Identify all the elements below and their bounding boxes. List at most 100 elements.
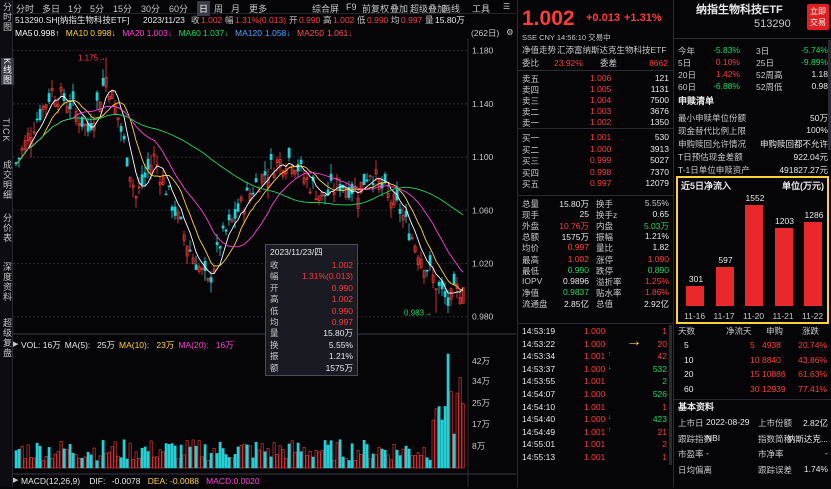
side-tab-0[interactable]: 分时图: [2, 2, 12, 32]
volume-bar: [389, 459, 393, 469]
period-tab-10[interactable]: 更多: [249, 4, 268, 14]
candle-body: [20, 148, 24, 151]
perf-value-a: 0.10%: [715, 57, 740, 67]
candle-body: [98, 101, 102, 113]
period-tab-4[interactable]: 15分: [113, 4, 133, 14]
trade-now-button[interactable]: 立即交易: [807, 4, 829, 30]
volume-bar: [218, 441, 222, 469]
tool-4[interactable]: 超级叠加: [410, 4, 447, 14]
info-label-3: 高: [323, 15, 332, 25]
candle-body: [374, 169, 378, 175]
candle-body: [158, 181, 162, 186]
side-tab-5[interactable]: 深度资料: [2, 262, 12, 302]
bid-row[interactable]: 买五 0.997 12079: [518, 177, 673, 189]
info-label-0: 收: [191, 15, 200, 25]
side-tab-4[interactable]: 分价表: [2, 213, 12, 243]
apply-label: 最小申赎单位份额: [678, 113, 747, 123]
tool-1[interactable]: F9: [346, 2, 357, 12]
candle-body: [293, 170, 297, 175]
volume-bar: [20, 445, 24, 469]
tool-6[interactable]: 工具: [472, 4, 491, 14]
fund-code: 513290: [754, 18, 791, 30]
ask-row[interactable]: 卖四 1.005 1131: [518, 83, 673, 95]
bid-price: 0.999: [590, 155, 612, 165]
volume-bar: [95, 460, 99, 469]
period-tab-7[interactable]: 日: [197, 1, 211, 16]
period-tab-6[interactable]: 60分: [169, 4, 189, 14]
ask-row[interactable]: 卖三 1.004 7500: [518, 94, 673, 106]
period-tab-2[interactable]: 1分: [68, 4, 83, 14]
volume-bar: [413, 455, 417, 469]
side-tab-1[interactable]: K线图: [1, 58, 14, 86]
tool-5[interactable]: 画线: [442, 4, 461, 14]
volume-bar: [428, 459, 432, 469]
volume-bar: [29, 457, 33, 469]
vol-value-0: 16万: [42, 340, 61, 350]
vol-tick-2: 25万: [472, 398, 490, 408]
ask-row[interactable]: 卖一 1.002 1350: [518, 116, 673, 128]
basic-value-b: 2.82亿: [802, 418, 828, 428]
period-tab-9[interactable]: 月: [231, 4, 241, 14]
candle-body: [350, 183, 354, 194]
candle-body: [68, 102, 72, 110]
stat-value-a: 2.85亿: [563, 298, 589, 309]
period-tab-1[interactable]: 多日: [42, 4, 61, 14]
volume-bar: [419, 454, 423, 469]
scrollbar[interactable]: [669, 325, 672, 465]
candle-body: [47, 93, 51, 102]
candle-body: [443, 291, 447, 298]
webi-value: 23.92%: [554, 58, 583, 68]
volume-bar: [110, 446, 114, 469]
far-scrollbar[interactable]: [828, 40, 831, 150]
period-tab-3[interactable]: 5分: [90, 4, 105, 14]
stat-value-a: 0.990: [567, 264, 589, 275]
stat-label-b: 换手z: [596, 210, 618, 221]
candle-body: [71, 91, 75, 100]
vol-legend-icon: ▶: [13, 341, 19, 348]
volume-bar: [65, 449, 69, 469]
tool-2[interactable]: 前复权: [362, 4, 390, 14]
kline-chart[interactable]: 1.180 1.140 1.100 1.060 1.020 0.980 1.175→ 0.98…: [13, 38, 516, 487]
candle-body: [164, 193, 168, 196]
y-tick-2: 1.100: [472, 152, 494, 162]
tick-up-icon: ↑: [608, 351, 612, 359]
tick-time: 14:55:01: [522, 439, 556, 450]
tool-0[interactable]: 综合屏: [312, 4, 340, 14]
candle-body: [185, 245, 189, 257]
candle-body: [209, 277, 213, 283]
side-tab-3[interactable]: 成交明细: [2, 160, 12, 200]
period-tab-0[interactable]: 分时: [16, 4, 35, 14]
bid-row[interactable]: 买二 1.000 3913: [518, 143, 673, 155]
ask-volume: 1131: [650, 84, 669, 94]
side-tab-2[interactable]: TICK: [1, 118, 11, 143]
volume-bar: [56, 451, 60, 469]
candle-body: [299, 159, 303, 165]
bid-row[interactable]: 买四 0.998 7370: [518, 166, 673, 178]
tick-volume: 532: [652, 363, 667, 374]
candle-body: [134, 196, 138, 199]
bid-volume: 3913: [650, 143, 669, 154]
candle-body: [275, 159, 279, 163]
bid-row[interactable]: 买三 0.999 5027: [518, 154, 673, 166]
stat-row: 均价 0.997 量比 1.82: [518, 241, 673, 253]
volume-bar: [161, 451, 165, 469]
bar-count[interactable]: (262日): [471, 28, 500, 38]
ask-row[interactable]: 卖二 1.003 3676: [518, 105, 673, 117]
period-tab-8[interactable]: 周: [214, 4, 224, 14]
candle-body: [362, 173, 366, 186]
bid-row[interactable]: 买一 1.001 530: [518, 131, 673, 143]
weicha-label: 委差: [600, 58, 618, 68]
side-tab-6[interactable]: 超级复盘: [2, 318, 12, 358]
volume-bar: [287, 443, 291, 469]
tool-3[interactable]: 叠加: [390, 4, 409, 14]
stat-value-b: 1.82: [652, 242, 669, 253]
menu-icon[interactable]: ☰: [503, 2, 511, 11]
candle-body: [416, 257, 420, 266]
volume-bar: [92, 447, 96, 469]
settings-icon[interactable]: ⚙: [506, 27, 514, 37]
ma-value-3: 1.037↓: [203, 28, 229, 38]
ask-row[interactable]: 卖五 1.006 121: [518, 72, 673, 84]
period-tab-5[interactable]: 30分: [141, 4, 161, 14]
nav-trend-link[interactable]: 净值走势: [522, 45, 557, 55]
candle-body: [119, 126, 123, 132]
